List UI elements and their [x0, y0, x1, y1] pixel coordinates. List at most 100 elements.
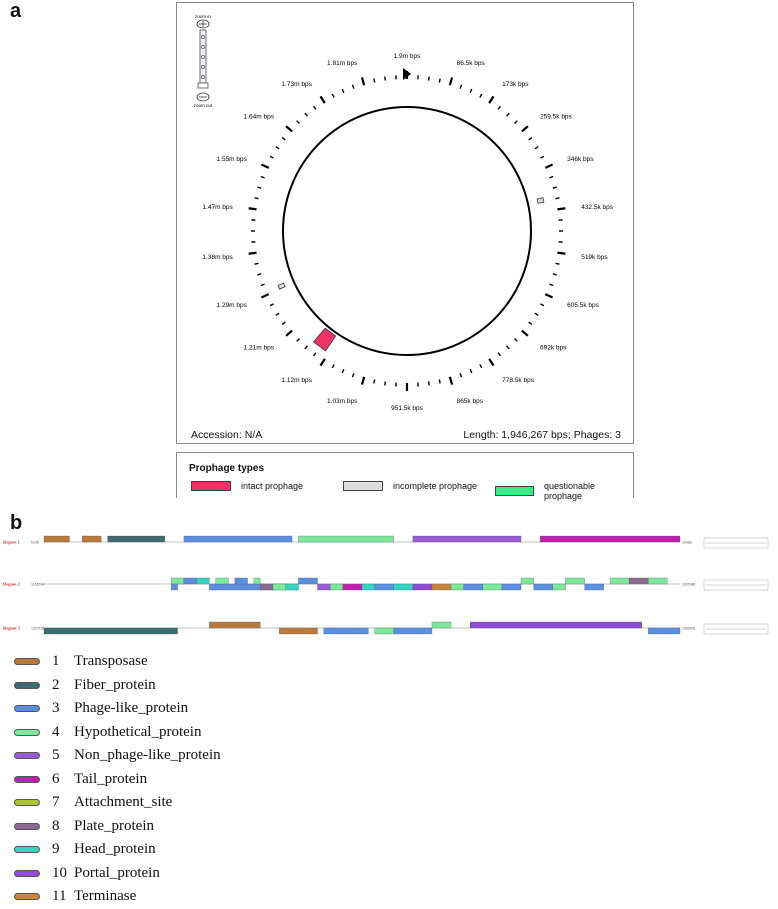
gene-block[interactable] — [413, 536, 521, 542]
gene-block[interactable] — [235, 578, 248, 584]
gene-block[interactable] — [324, 628, 369, 634]
key-name: Plate_protein — [74, 818, 154, 835]
gene-block[interactable] — [394, 628, 432, 634]
gene-block[interactable] — [82, 536, 101, 542]
gene-block[interactable] — [521, 578, 534, 584]
key-number: 3 — [52, 700, 74, 717]
region-start-coordinate: 6196 — [31, 541, 39, 545]
gene-block[interactable] — [432, 584, 451, 590]
gene-block[interactable] — [330, 584, 343, 590]
gene-block[interactable] — [464, 584, 483, 590]
gene-block[interactable] — [260, 584, 273, 590]
scale-tick — [352, 85, 353, 89]
scale-tick-label: 1.12m bps — [281, 377, 312, 384]
scale-tick — [297, 121, 300, 124]
incomplete-prophage-region[interactable] — [278, 283, 285, 289]
gene-block[interactable] — [279, 628, 317, 634]
gene-block[interactable] — [317, 584, 330, 590]
gene-block[interactable] — [470, 622, 642, 628]
gene-block[interactable] — [610, 578, 629, 584]
scale-tick — [362, 377, 364, 385]
gene-block[interactable] — [184, 536, 292, 542]
key-color-pill — [14, 729, 40, 736]
gene-block[interactable] — [540, 536, 680, 542]
legend-item-intact: intact prophage — [191, 481, 303, 491]
key-color-pill — [14, 823, 40, 830]
scale-tick-label: 865k bps — [457, 398, 484, 405]
key-color-pill — [14, 893, 40, 900]
gene-block[interactable] — [209, 622, 260, 628]
scale-tick — [540, 156, 544, 158]
scale-tick — [545, 165, 552, 168]
gene-block[interactable] — [197, 578, 210, 584]
gene-block[interactable] — [585, 584, 604, 590]
scale-tick-label: 692k bps — [540, 344, 567, 351]
gene-block[interactable] — [254, 578, 260, 584]
gene-block[interactable] — [534, 584, 553, 590]
scale-tick — [320, 359, 324, 366]
gene-block[interactable] — [44, 536, 69, 542]
gene-block[interactable] — [451, 584, 464, 590]
gene-block[interactable] — [108, 536, 165, 542]
key-number: 1 — [52, 653, 74, 670]
panel-a-label: a — [10, 0, 21, 23]
gene-block[interactable] — [375, 584, 394, 590]
scale-tick — [549, 284, 553, 285]
scale-tick — [439, 79, 440, 83]
scale-tick — [480, 364, 482, 368]
intact-prophage-region[interactable] — [314, 328, 336, 351]
key-number: 8 — [52, 818, 74, 835]
gene-block[interactable] — [273, 584, 286, 590]
gene-block[interactable] — [502, 584, 521, 590]
scale-tick — [498, 353, 500, 356]
intact-swatch — [191, 481, 231, 491]
incomplete-prophage-region[interactable] — [537, 198, 544, 204]
gene-block[interactable] — [394, 584, 413, 590]
gene-block[interactable] — [413, 584, 432, 590]
scale-tick — [556, 263, 560, 264]
gene-block[interactable] — [171, 578, 184, 584]
prophage-type-legend: Prophage types intact prophage incomplet… — [176, 452, 634, 498]
scale-tick — [553, 274, 557, 275]
key-number: 4 — [52, 724, 74, 741]
scale-tick — [557, 253, 565, 254]
region-name-label: Region 3 — [3, 626, 21, 631]
scale-tick — [257, 274, 261, 275]
scale-tick — [480, 94, 482, 98]
gene-block[interactable] — [171, 584, 177, 590]
scale-tick — [342, 89, 344, 93]
gene-block[interactable] — [648, 628, 680, 634]
gene-block[interactable] — [629, 578, 648, 584]
gene-block[interactable] — [44, 628, 178, 634]
key-number: 5 — [52, 747, 74, 764]
scale-tick — [320, 96, 324, 103]
scale-tick — [522, 331, 528, 336]
key-color-pill — [14, 870, 40, 877]
gene-block[interactable] — [432, 622, 451, 628]
gene-block[interactable] — [553, 584, 566, 590]
gene-block[interactable] — [343, 584, 362, 590]
gene-block[interactable] — [298, 536, 393, 542]
gene-block[interactable] — [362, 584, 375, 590]
gene-block[interactable] — [375, 628, 394, 634]
gene-block[interactable] — [184, 578, 197, 584]
legend-item-incomplete: incomplete prophage — [343, 481, 477, 491]
scale-tick-label: 1.73m bps — [281, 81, 312, 88]
scale-tick — [332, 364, 334, 368]
gene-block[interactable] — [286, 584, 299, 590]
scale-tick-label: 1.55m bps — [217, 156, 248, 163]
gene-block[interactable] — [298, 578, 317, 584]
gene-block[interactable] — [648, 578, 667, 584]
scale-tick — [261, 176, 265, 177]
scale-tick — [282, 138, 285, 140]
zoom-control[interactable] — [197, 20, 209, 101]
gene-block[interactable] — [566, 578, 585, 584]
zoom-slider-handle[interactable] — [198, 83, 208, 88]
gene-block[interactable] — [216, 578, 229, 584]
scale-tick-label: 951.5k bps — [391, 405, 424, 412]
scale-tick — [374, 380, 375, 384]
gene-block[interactable] — [483, 584, 502, 590]
